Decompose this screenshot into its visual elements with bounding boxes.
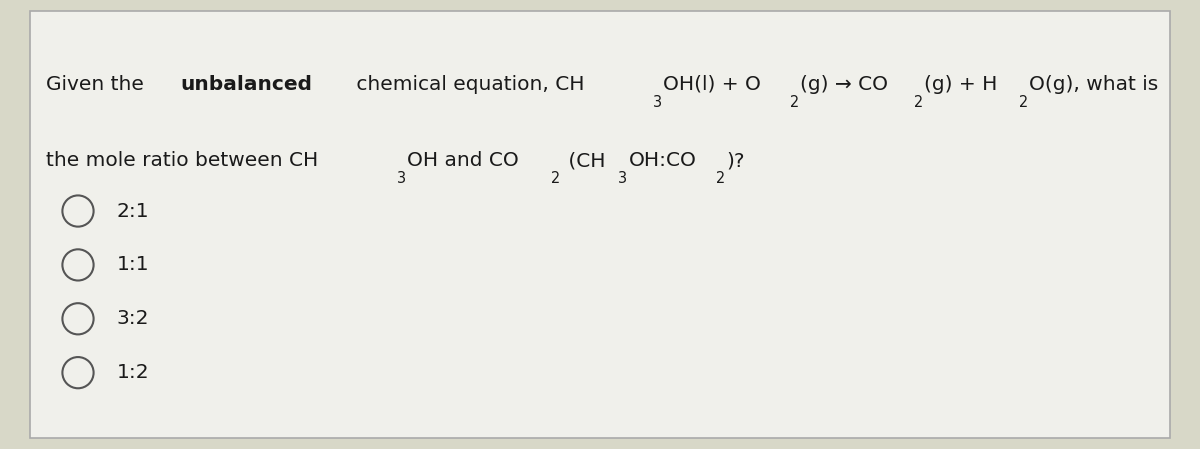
Text: chemical equation, CH: chemical equation, CH <box>350 75 584 94</box>
Text: (g) + H: (g) + H <box>924 75 997 94</box>
Text: 3: 3 <box>618 171 628 186</box>
Text: 3: 3 <box>397 171 406 186</box>
Text: the mole ratio between CH: the mole ratio between CH <box>46 151 318 170</box>
Text: OH(l) + O: OH(l) + O <box>664 75 761 94</box>
Text: 3: 3 <box>653 95 662 110</box>
Text: 2: 2 <box>716 171 725 186</box>
Text: 2:1: 2:1 <box>116 202 149 220</box>
FancyBboxPatch shape <box>30 11 1170 438</box>
Text: 3:2: 3:2 <box>116 309 149 328</box>
Text: 2: 2 <box>790 95 799 110</box>
Text: 1:2: 1:2 <box>116 363 149 382</box>
Text: 1:1: 1:1 <box>116 255 149 274</box>
Text: Given the: Given the <box>46 75 150 94</box>
Text: OH:CO: OH:CO <box>629 151 696 170</box>
Text: 2: 2 <box>1019 95 1028 110</box>
Text: 2: 2 <box>913 95 923 110</box>
Text: unbalanced: unbalanced <box>180 75 312 94</box>
Text: )?: )? <box>726 151 745 170</box>
Text: (g) → CO: (g) → CO <box>800 75 888 94</box>
Text: (CH: (CH <box>562 151 606 170</box>
Text: O(g), what is: O(g), what is <box>1030 75 1159 94</box>
Text: OH and CO: OH and CO <box>407 151 520 170</box>
Text: 2: 2 <box>552 171 560 186</box>
